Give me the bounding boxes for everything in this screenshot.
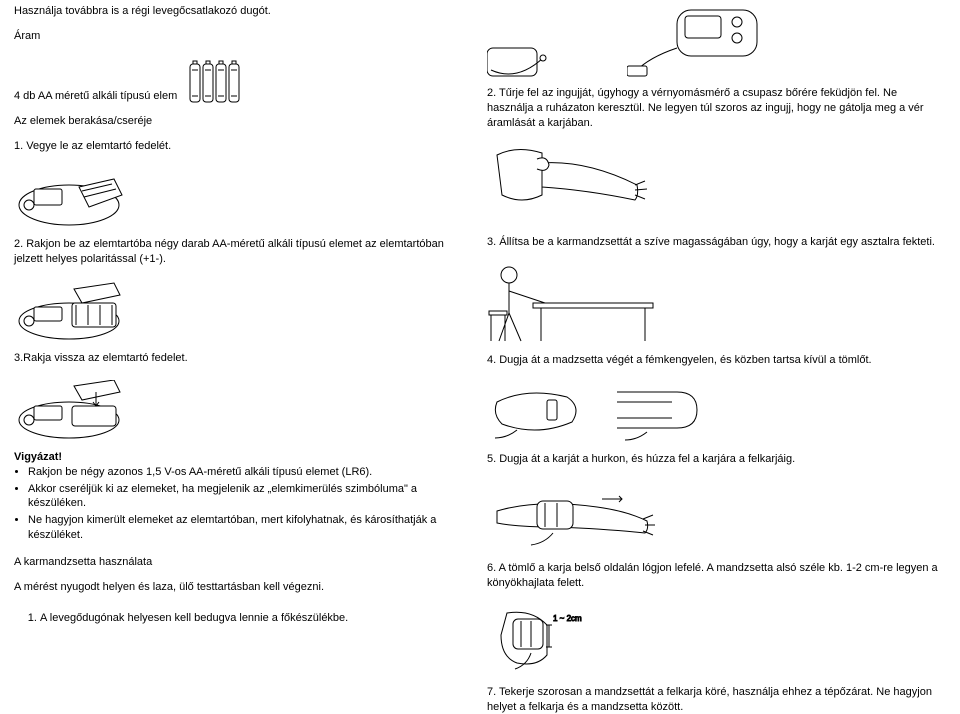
illus-cuff-buckle: [487, 382, 942, 442]
illus-close-cover: [14, 380, 469, 440]
caution-2: Akkor cseréljük ki az elemeket, ha megje…: [28, 482, 469, 512]
left-column: Használja továbbra is a régi levegőcsatl…: [14, 4, 469, 659]
aram-heading: Áram: [14, 29, 469, 44]
r-step-4: 4. Dugja át a madzsetta végét a fémkengy…: [487, 353, 942, 368]
step-1: 1. Vegye le az elemtartó fedelét.: [14, 139, 469, 154]
caution-3: Ne hagyjon kimerült elemeket az elemtart…: [28, 513, 469, 543]
r-step-7: 7. Tekerje szorosan a mandzsettát a felk…: [487, 685, 942, 714]
cord-note: Használja továbbra is a régi levegőcsatl…: [14, 4, 469, 19]
illus-table-sit: [487, 263, 942, 343]
caution-1: Rakjon be négy azonos 1,5 V-os AA-méretű…: [28, 465, 469, 480]
illus-roll-sleeve: [487, 145, 942, 225]
aa-battery-row: 4 db AA méretű alkáli típusú elem: [14, 60, 469, 104]
r-step-6: 6. A tömlő a karja belső oldalán lógjon …: [487, 561, 942, 591]
illus-open-cover: [14, 167, 469, 227]
cuff-heading: A karmandzsetta használata: [14, 555, 469, 570]
numbered-list: A levegődugónak helyesen kell bedugva le…: [40, 611, 469, 630]
step-3: 3.Rakja vissza az elemtartó fedelet.: [14, 351, 469, 366]
caution-list: Rakjon be négy azonos 1,5 V-os AA-méretű…: [28, 465, 469, 543]
batteries-icon: [187, 60, 243, 104]
r-step-2: 2. Tűrje fel az ingujját, úgyhogy a vérn…: [487, 86, 942, 131]
vigyazat-heading: Vigyázat!: [14, 450, 469, 465]
battery-heading: Az elemek berakása/cseréje: [14, 114, 469, 129]
svg-text:1 ~ 2cm: 1 ~ 2cm: [553, 614, 582, 623]
illus-slide-arm: [487, 481, 942, 551]
right-column: 2. Tűrje fel az ingujját, úgyhogy a vérn…: [487, 4, 942, 659]
caution-block: Vigyázat! Rakjon be négy azonos 1,5 V-os…: [14, 450, 469, 545]
r-step-3: 3. Állítsa be a karmandzsettát a szíve m…: [487, 235, 942, 250]
r-step-5: 5. Dugja át a karját a hurkon, és húzza …: [487, 452, 942, 467]
illus-device-and-cuff: [487, 8, 942, 78]
illus-elbow-distance: 1 ~ 2cm: [487, 605, 942, 675]
aa-label: 4 db AA méretű alkáli típusú elem: [14, 89, 177, 104]
illus-insert-batteries: [14, 281, 469, 341]
step-2: 2. Rakjon be az elemtartóba négy darab A…: [14, 237, 469, 267]
measure-note: A mérést nyugodt helyen és laza, ülő tes…: [14, 580, 469, 595]
ol-1: A levegődugónak helyesen kell bedugva le…: [40, 611, 469, 626]
